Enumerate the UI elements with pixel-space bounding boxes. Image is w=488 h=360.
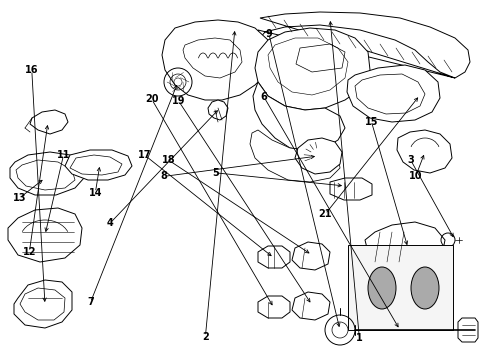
Polygon shape xyxy=(14,280,72,328)
Text: 8: 8 xyxy=(160,171,167,181)
Polygon shape xyxy=(291,292,329,320)
Text: 5: 5 xyxy=(211,168,218,178)
Polygon shape xyxy=(258,246,289,268)
Text: 12: 12 xyxy=(22,247,36,257)
Polygon shape xyxy=(396,130,451,173)
Text: 17: 17 xyxy=(137,150,151,160)
Text: 3: 3 xyxy=(407,155,413,165)
Polygon shape xyxy=(258,296,289,318)
Polygon shape xyxy=(207,100,227,120)
Bar xyxy=(347,245,452,330)
Text: 15: 15 xyxy=(364,117,378,127)
Text: 7: 7 xyxy=(87,297,94,307)
Text: 9: 9 xyxy=(265,29,272,39)
Polygon shape xyxy=(8,208,82,262)
Polygon shape xyxy=(258,12,469,78)
Polygon shape xyxy=(30,110,68,134)
Text: 10: 10 xyxy=(408,171,422,181)
Polygon shape xyxy=(252,82,345,150)
Text: 4: 4 xyxy=(106,218,113,228)
Polygon shape xyxy=(291,242,329,270)
Polygon shape xyxy=(65,150,132,180)
Text: 14: 14 xyxy=(88,188,102,198)
Ellipse shape xyxy=(410,267,438,309)
Polygon shape xyxy=(10,152,84,195)
Text: 16: 16 xyxy=(25,65,39,75)
Polygon shape xyxy=(267,38,347,95)
Polygon shape xyxy=(254,28,369,110)
Text: 13: 13 xyxy=(13,193,26,203)
Polygon shape xyxy=(294,138,341,174)
Polygon shape xyxy=(364,222,444,268)
Text: 18: 18 xyxy=(162,155,175,165)
Polygon shape xyxy=(457,318,477,342)
Text: 11: 11 xyxy=(57,150,70,160)
Text: 6: 6 xyxy=(260,92,267,102)
Text: 19: 19 xyxy=(171,96,185,106)
Text: 2: 2 xyxy=(202,332,208,342)
Polygon shape xyxy=(249,130,339,182)
Text: 20: 20 xyxy=(144,94,158,104)
Ellipse shape xyxy=(367,267,395,309)
Polygon shape xyxy=(183,38,242,78)
Polygon shape xyxy=(329,178,371,200)
Text: 21: 21 xyxy=(318,209,331,219)
Polygon shape xyxy=(162,20,271,100)
Text: 1: 1 xyxy=(355,333,362,343)
Polygon shape xyxy=(346,65,439,122)
